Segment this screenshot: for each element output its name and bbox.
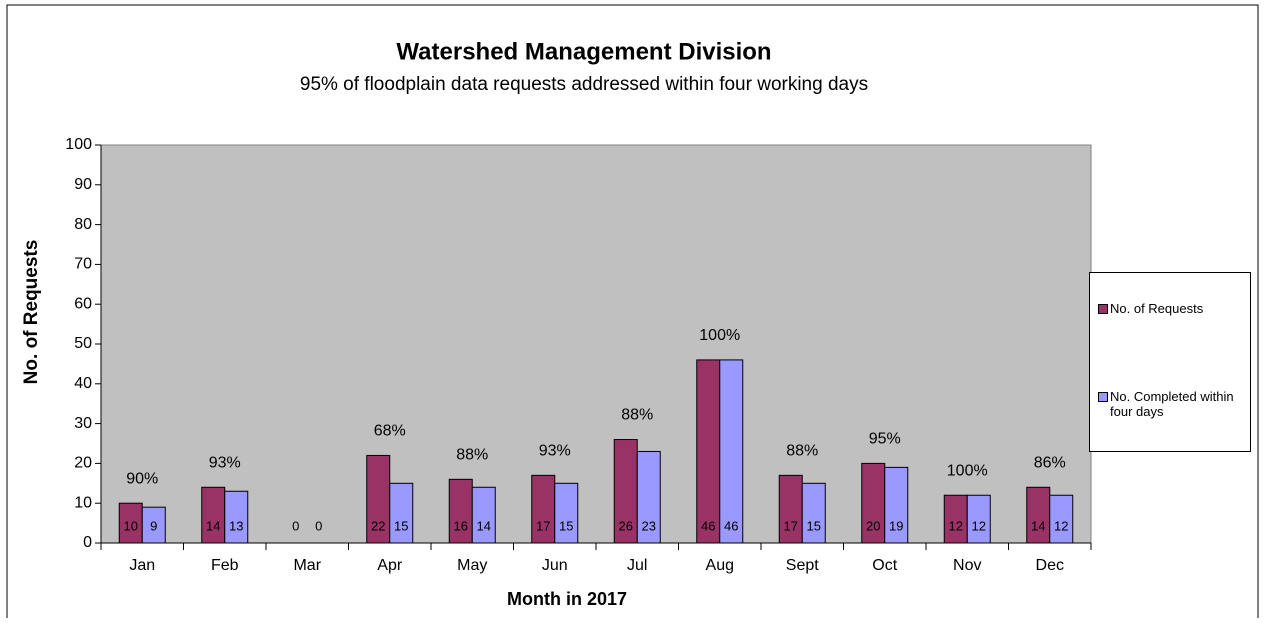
- y-tick-label: 40: [74, 375, 92, 392]
- bar: [201, 486, 226, 544]
- x-axis-label: Month in 2017: [507, 589, 627, 609]
- y-tick-label: 100: [65, 136, 92, 153]
- plot-area: [100, 144, 1092, 544]
- bar-value-label: 23: [642, 518, 656, 533]
- legend-item: No. of Requests: [1098, 301, 1248, 316]
- bar: [719, 359, 744, 544]
- x-tick-label: Dec: [1036, 557, 1064, 574]
- percent-annotation: 88%: [456, 447, 488, 464]
- bar-value-label: 12: [1054, 518, 1068, 533]
- bar-value-label: 13: [229, 518, 243, 533]
- bar-value-label: 14: [206, 518, 220, 533]
- bar-value-label: 12: [972, 518, 986, 533]
- bar: [636, 450, 661, 544]
- bar-value-label: 14: [1031, 518, 1045, 533]
- bar-value-label: 15: [559, 518, 573, 533]
- bar-value-label: 0: [292, 518, 299, 533]
- bar-value-label: 16: [454, 518, 468, 533]
- x-tick-label: Apr: [377, 557, 403, 574]
- bar: [1049, 494, 1074, 544]
- bar-value-label: 26: [619, 518, 633, 533]
- bar-value-label: 12: [949, 518, 963, 533]
- bar: [224, 490, 249, 544]
- legend-label: No. of Requests: [1110, 301, 1204, 316]
- x-tick-label: May: [457, 557, 487, 574]
- bar-value-label: 15: [807, 518, 821, 533]
- bar: [884, 466, 909, 544]
- bar: [471, 486, 496, 544]
- percent-annotation: 100%: [699, 327, 740, 344]
- percent-annotation: 88%: [621, 407, 653, 424]
- x-tick-label: Mar: [293, 557, 321, 574]
- x-tick-label: Oct: [872, 557, 897, 574]
- y-tick-label: 10: [74, 494, 92, 511]
- percent-annotation: 68%: [374, 423, 406, 440]
- bar: [696, 359, 721, 544]
- legend-label: No. Completed within four days: [1110, 389, 1234, 419]
- bar-value-label: 46: [724, 518, 738, 533]
- y-tick-label: 30: [74, 415, 92, 432]
- bar: [141, 506, 166, 544]
- x-tick-label: Feb: [211, 557, 239, 574]
- bar-value-label: 19: [889, 518, 903, 533]
- y-axis-label: No. of Requests: [21, 240, 42, 385]
- bar-value-label: 22: [371, 518, 385, 533]
- bar: [801, 482, 826, 544]
- percent-annotation: 100%: [947, 462, 988, 479]
- percent-annotation: 93%: [539, 443, 571, 460]
- x-tick-label: Aug: [706, 557, 734, 574]
- bar: [1026, 486, 1051, 544]
- x-tick-label: Jan: [129, 557, 155, 574]
- bar: [448, 478, 473, 544]
- bar-value-label: 0: [315, 518, 322, 533]
- y-tick-label: 80: [74, 216, 92, 233]
- bar-value-label: 10: [124, 518, 138, 533]
- y-tick-label: 70: [74, 256, 92, 273]
- bar: [554, 482, 579, 544]
- bar-value-label: 15: [394, 518, 408, 533]
- legend-item: No. Completed within four days: [1098, 389, 1248, 419]
- percent-annotation: 90%: [126, 470, 158, 487]
- bar: [966, 494, 991, 544]
- x-tick-label: Jul: [627, 557, 647, 574]
- legend: No. of Requests No. Completed within four…: [1089, 272, 1251, 452]
- bar: [389, 482, 414, 544]
- percent-annotation: 95%: [869, 431, 901, 448]
- legend-swatch: [1098, 304, 1108, 314]
- y-tick-label: 90: [74, 176, 92, 193]
- percent-annotation: 86%: [1034, 454, 1066, 471]
- x-tick-label: Jun: [542, 557, 568, 574]
- y-tick-label: 50: [74, 335, 92, 352]
- percent-annotation: 88%: [786, 443, 818, 460]
- bar-value-label: 17: [536, 518, 550, 533]
- legend-swatch: [1098, 392, 1108, 402]
- x-tick-label: Sept: [786, 557, 819, 574]
- bar-value-label: 46: [701, 518, 715, 533]
- bar-value-label: 9: [150, 518, 157, 533]
- percent-annotation: 93%: [209, 454, 241, 471]
- bar-value-label: 20: [866, 518, 880, 533]
- bar-value-label: 17: [784, 518, 798, 533]
- chart-subtitle: 95% of floodplain data requests addresse…: [300, 74, 868, 95]
- y-tick-label: 20: [74, 455, 92, 472]
- chart-title: Watershed Management Division: [396, 38, 771, 65]
- bar-value-label: 14: [477, 518, 491, 533]
- y-tick-label: 0: [83, 534, 92, 551]
- x-tick-label: Nov: [953, 557, 981, 574]
- y-tick-label: 60: [74, 295, 92, 312]
